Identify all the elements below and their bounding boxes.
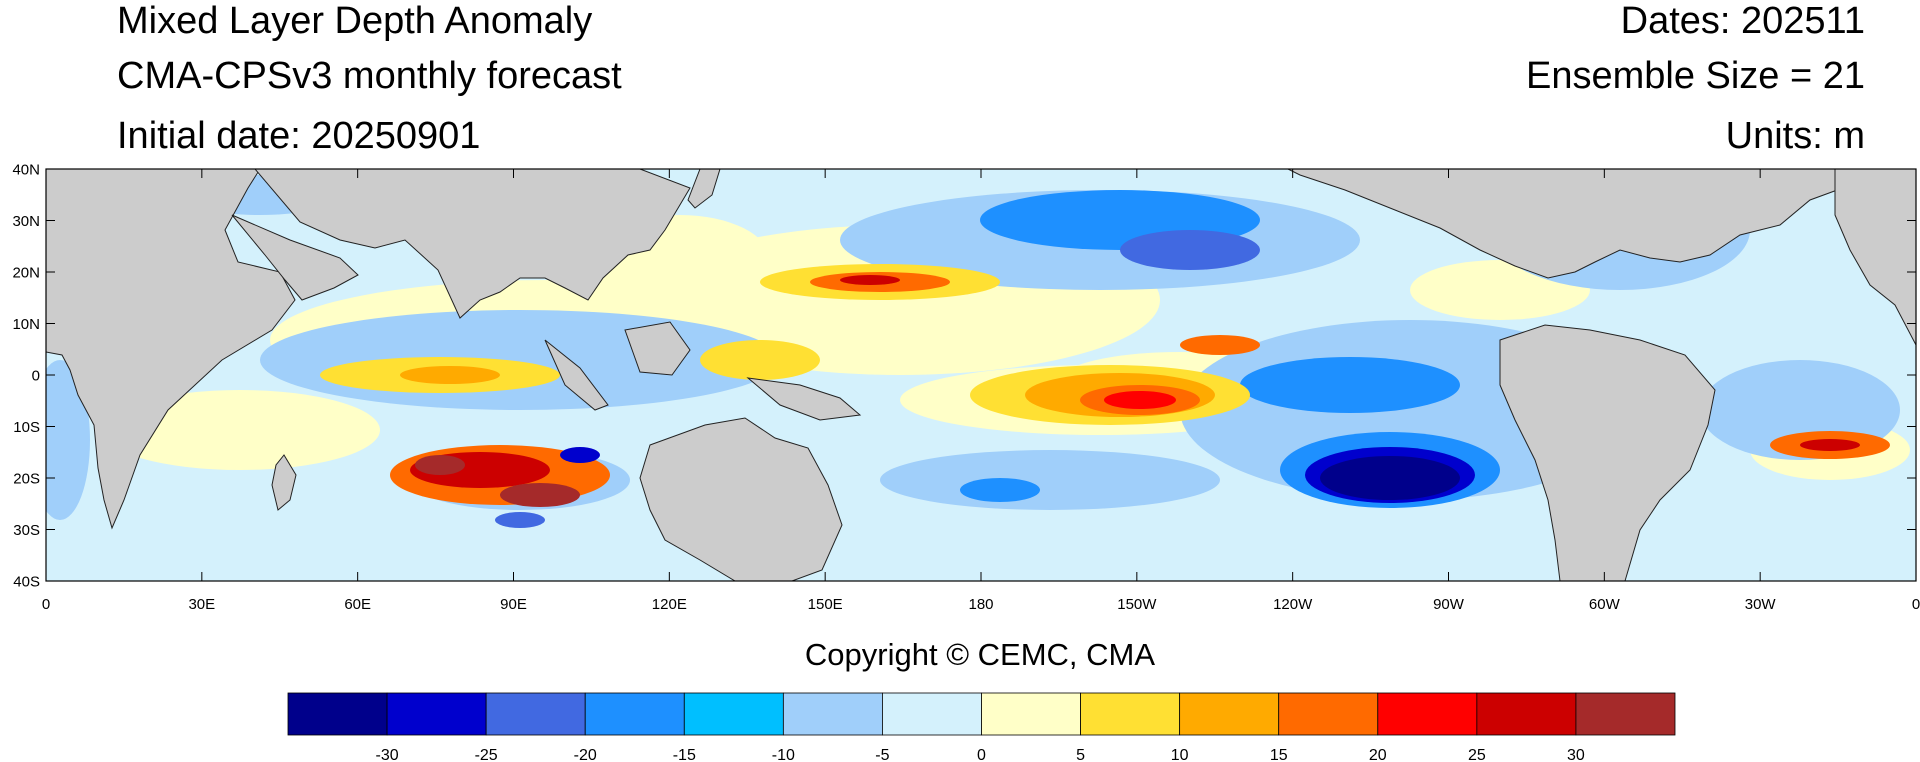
units-label: Units: m xyxy=(1725,115,1865,157)
copyright-text: Copyright © CEMC, CMA xyxy=(804,637,1156,672)
colorbar-swatch xyxy=(782,692,883,736)
colorbar-swatch xyxy=(1080,692,1181,736)
lon-label: 0 xyxy=(1912,596,1920,613)
lon-label: 150W xyxy=(1117,596,1157,613)
map-title: Mixed Layer Depth Anomaly xyxy=(117,0,593,42)
arabia-land xyxy=(231,214,359,301)
colorbar-label: -30 xyxy=(376,747,399,762)
lon-label: 90W xyxy=(1433,596,1465,613)
colorbar-swatch xyxy=(1278,692,1379,736)
colorbar-label: -15 xyxy=(673,747,696,762)
lon-label: 150E xyxy=(808,596,843,613)
lat-label: 0 xyxy=(32,368,40,385)
lon-label: 0 xyxy=(42,596,50,613)
lat-label: 40S xyxy=(13,574,40,591)
new-guinea-land xyxy=(746,377,862,421)
colorbar-label: -25 xyxy=(475,747,498,762)
colorbar-label: 15 xyxy=(1270,747,1288,762)
anomaly-field xyxy=(46,170,1910,528)
colorbar-swatch xyxy=(1575,692,1676,736)
colorbar-label: -20 xyxy=(574,747,597,762)
lat-label: 10S xyxy=(13,419,40,436)
colorbar-swatch xyxy=(1377,692,1478,736)
colorbar-swatch xyxy=(1476,692,1577,736)
colorbar-label: -10 xyxy=(772,747,795,762)
lon-label: 60W xyxy=(1589,596,1621,613)
colorbar-swatch xyxy=(287,692,388,736)
lon-label: 120E xyxy=(652,596,687,613)
latitude-labels: 40N 30N 20N 10N 0 10S 20S 30S 40S xyxy=(12,162,40,591)
south-america-land xyxy=(1499,324,1716,581)
lat-label: 40N xyxy=(12,162,40,179)
madagascar-land xyxy=(271,454,297,511)
forecast-dates: Dates: 202511 xyxy=(1620,0,1865,42)
map-frame xyxy=(46,169,1916,581)
lat-label: 30N xyxy=(12,213,40,230)
colorbar xyxy=(287,692,1676,736)
colorbar-label: 10 xyxy=(1171,747,1189,762)
colorbar-swatch xyxy=(386,692,487,736)
land-masses xyxy=(46,169,1916,581)
colorbar-label: -5 xyxy=(875,747,889,762)
initial-date: Initial date: 20250901 xyxy=(117,115,481,157)
australia-land xyxy=(639,417,843,581)
lat-label: 30S xyxy=(13,522,40,539)
longitude-labels: 0 30E 60E 90E 120E 150E 180 150W 120W 90W 60W 30W 0 xyxy=(42,596,1920,613)
africa-land-east xyxy=(1834,169,1916,346)
lon-label: 60E xyxy=(344,596,371,613)
colorbar-label: 0 xyxy=(977,747,986,762)
ensemble-size: Ensemble Size = 21 xyxy=(1525,55,1865,97)
colorbar-swatch xyxy=(981,692,1081,736)
colorbar-swatch xyxy=(882,692,982,736)
lat-label: 20N xyxy=(12,265,40,282)
lon-label: 120W xyxy=(1273,596,1313,613)
sumatra-land xyxy=(544,339,609,411)
lon-label: 30W xyxy=(1745,596,1777,613)
colorbar-swatch xyxy=(485,692,586,736)
lon-label: 90E xyxy=(500,596,527,613)
colorbar-swatch xyxy=(584,692,685,736)
colorbar-swatch xyxy=(683,692,784,736)
japan-land xyxy=(687,169,721,209)
lat-label: 10N xyxy=(12,316,40,333)
colorbar-label: 25 xyxy=(1468,747,1486,762)
eurasia-land xyxy=(254,169,691,319)
map-subtitle: CMA-CPSv3 monthly forecast xyxy=(117,55,622,97)
lon-label: 30E xyxy=(188,596,215,613)
borneo-land xyxy=(624,321,691,376)
colorbar-label: 30 xyxy=(1567,747,1585,762)
lat-label: 20S xyxy=(13,471,40,488)
colorbar-label: 20 xyxy=(1369,747,1387,762)
colorbar-labels: -30 -25 -20 -15 -10 -5 0 5 10 15 20 25 30 xyxy=(376,747,1585,762)
colorbar-swatch xyxy=(1179,692,1280,736)
lon-label: 180 xyxy=(968,596,993,613)
colorbar-label: 5 xyxy=(1076,747,1085,762)
map-axis-ticks xyxy=(45,168,1917,582)
africa-land xyxy=(46,169,296,530)
